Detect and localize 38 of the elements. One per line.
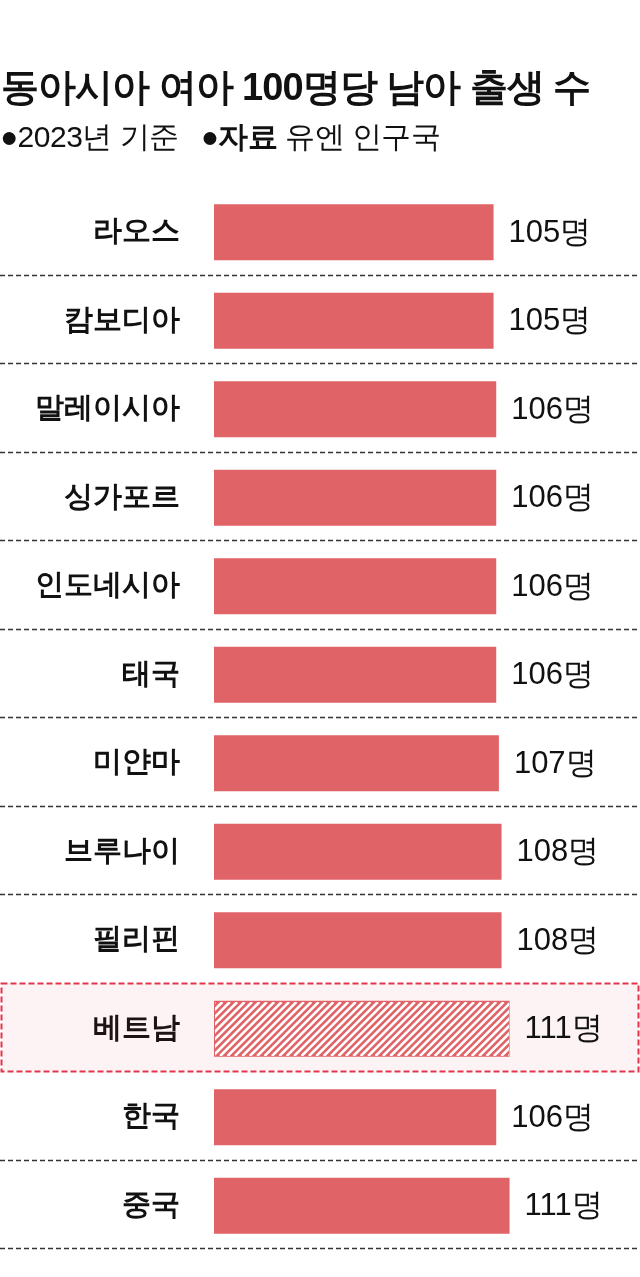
- bar: [214, 1089, 497, 1146]
- y-tick-label: 미얀마: [93, 745, 180, 778]
- text: ●자료 유엔 인구국: [200, 120, 441, 153]
- chart-subtitle: ●2023년 기준: [0, 119, 179, 155]
- data-label: 108명: [516, 921, 600, 957]
- data-label: 105명: [508, 302, 592, 338]
- y-tick-label: 브루나이: [64, 833, 180, 866]
- y-tick-label: 라오스: [93, 214, 180, 247]
- bar: [214, 204, 494, 261]
- bar: [214, 558, 497, 615]
- data-label: 111명: [524, 1187, 603, 1223]
- y-tick-label: 베트남: [93, 1010, 180, 1043]
- data-label: 105명: [508, 213, 592, 249]
- y-tick-label: 인도네시아: [35, 568, 180, 601]
- bar: [214, 292, 494, 349]
- data-label: 107명: [513, 744, 597, 780]
- bar: [214, 912, 502, 969]
- y-tick-label: 캄보디아: [64, 302, 180, 335]
- chart-title: 동아시아 여아 100명당 남아 출생 수: [1, 65, 591, 110]
- data-label: 106명: [511, 390, 594, 426]
- bar: [214, 381, 497, 438]
- y-tick-label: 싱가포르: [64, 479, 180, 512]
- data-label: 106명: [511, 1098, 594, 1134]
- y-tick-label: 태국: [122, 656, 180, 689]
- bar: [214, 1177, 510, 1234]
- bar: [214, 823, 502, 880]
- data-label: 108명: [516, 833, 600, 869]
- y-tick-label: 중국: [122, 1187, 180, 1220]
- y-tick-label: 한국: [122, 1099, 180, 1132]
- y-tick-label: 말레이시아: [35, 391, 180, 424]
- data-label: 106명: [511, 656, 594, 692]
- bar: [214, 735, 499, 792]
- data-label: 106명: [511, 479, 594, 515]
- bar: [214, 469, 497, 526]
- data-label: 111명: [524, 1010, 603, 1046]
- bar: [214, 646, 497, 703]
- data-label: 106명: [511, 567, 594, 603]
- y-tick-label: 필리핀: [93, 922, 180, 955]
